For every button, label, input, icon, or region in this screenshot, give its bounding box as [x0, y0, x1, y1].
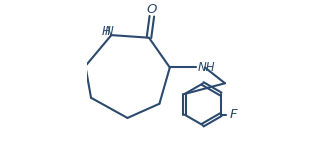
- Text: F: F: [229, 108, 237, 121]
- Text: H: H: [101, 25, 110, 38]
- Text: N: N: [105, 25, 114, 38]
- Text: O: O: [147, 3, 157, 16]
- Text: NH: NH: [198, 61, 215, 74]
